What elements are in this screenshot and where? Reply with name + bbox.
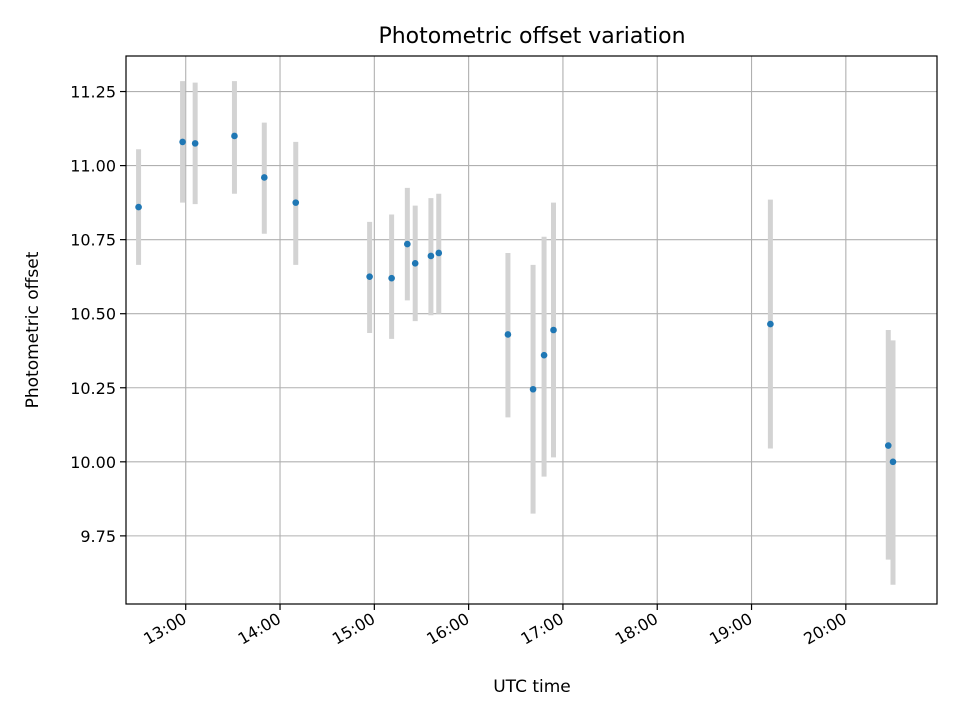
data-point xyxy=(529,385,537,393)
x-tick-label: 17:00 xyxy=(518,609,567,649)
x-axis-label: UTC time xyxy=(493,677,571,697)
data-point xyxy=(427,252,435,260)
data-point xyxy=(411,260,419,267)
x-tick-label: 19:00 xyxy=(706,609,755,649)
y-axis-label: Photometric offset xyxy=(23,251,43,408)
data-points xyxy=(135,132,897,466)
x-tick-label: 20:00 xyxy=(800,609,849,649)
x-tick-label: 18:00 xyxy=(612,609,661,649)
x-tick-label: 15:00 xyxy=(329,609,378,649)
data-point xyxy=(550,326,557,334)
data-point xyxy=(261,174,268,181)
grid-lines xyxy=(126,56,937,604)
y-tick-label: 11.00 xyxy=(70,157,116,176)
error-bars xyxy=(136,81,896,585)
y-tick-label: 10.50 xyxy=(70,305,116,324)
y-tick-label: 10.75 xyxy=(70,231,116,250)
y-tick-label: 9.75 xyxy=(80,527,116,546)
y-tick-label: 10.00 xyxy=(70,453,116,472)
data-point xyxy=(179,138,186,146)
y-tick-label: 11.25 xyxy=(70,83,116,102)
data-point xyxy=(366,273,373,280)
x-axis-ticks: 13:00 14:00 15:00 16:00 17:00 18:00 19:00 20:00 xyxy=(140,604,850,649)
chart-title: Photometric offset variation xyxy=(378,24,685,49)
y-tick-label: 10.25 xyxy=(70,379,116,398)
data-point xyxy=(767,320,774,328)
x-tick-label: 16:00 xyxy=(423,609,472,649)
x-tick-label: 13:00 xyxy=(140,609,189,649)
data-point xyxy=(404,240,411,248)
data-point xyxy=(191,140,199,147)
data-point xyxy=(889,458,897,466)
data-point xyxy=(504,331,512,338)
x-tick-label: 14:00 xyxy=(235,609,284,649)
data-point xyxy=(388,274,395,282)
data-point xyxy=(135,203,142,211)
y-axis-ticks: 9.75 10.00 10.25 10.50 10.75 11.00 11.25 xyxy=(70,83,126,546)
data-point xyxy=(435,249,443,257)
data-point xyxy=(292,199,300,206)
data-point xyxy=(884,442,892,449)
data-point xyxy=(231,132,238,140)
plot-frame xyxy=(125,55,938,605)
data-point xyxy=(540,351,548,359)
